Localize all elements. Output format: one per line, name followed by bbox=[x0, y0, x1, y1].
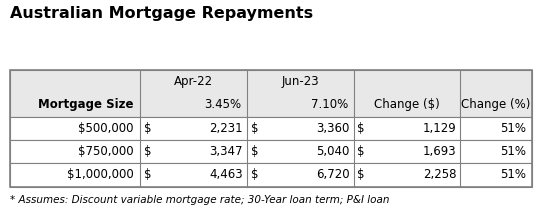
Text: $750,000: $750,000 bbox=[78, 145, 133, 158]
Text: Mortgage Size: Mortgage Size bbox=[38, 98, 133, 112]
Text: $500,000: $500,000 bbox=[78, 122, 133, 135]
Text: 3,347: 3,347 bbox=[209, 145, 243, 158]
Text: 51%: 51% bbox=[500, 168, 526, 181]
Text: $: $ bbox=[357, 168, 365, 181]
Text: Change ($): Change ($) bbox=[374, 98, 440, 112]
Text: 51%: 51% bbox=[500, 122, 526, 135]
Text: 7.10%: 7.10% bbox=[311, 98, 348, 112]
Text: $1,000,000: $1,000,000 bbox=[67, 168, 133, 181]
Text: 5,040: 5,040 bbox=[316, 145, 350, 158]
Text: Change (%): Change (%) bbox=[461, 98, 530, 112]
Text: Apr-22: Apr-22 bbox=[174, 75, 213, 88]
Text: $: $ bbox=[357, 145, 365, 158]
Text: * Assumes: Discount variable mortgage rate; 30-Year loan term; P&I loan: * Assumes: Discount variable mortgage ra… bbox=[10, 195, 389, 205]
Text: 1,693: 1,693 bbox=[423, 145, 456, 158]
Text: 4,463: 4,463 bbox=[209, 168, 243, 181]
Text: 2,258: 2,258 bbox=[423, 168, 456, 181]
Text: Jun-23: Jun-23 bbox=[281, 75, 319, 88]
Text: 51%: 51% bbox=[500, 145, 526, 158]
Text: 6,720: 6,720 bbox=[316, 168, 350, 181]
Text: Australian Mortgage Repayments: Australian Mortgage Repayments bbox=[10, 6, 313, 21]
Text: $: $ bbox=[251, 122, 258, 135]
Text: 3,360: 3,360 bbox=[316, 122, 350, 135]
Text: $: $ bbox=[144, 145, 151, 158]
Text: $: $ bbox=[144, 122, 151, 135]
Text: 3.45%: 3.45% bbox=[204, 98, 242, 112]
Text: $: $ bbox=[251, 168, 258, 181]
Text: $: $ bbox=[144, 168, 151, 181]
Text: 2,231: 2,231 bbox=[209, 122, 243, 135]
Text: $: $ bbox=[357, 122, 365, 135]
Text: 1,129: 1,129 bbox=[422, 122, 456, 135]
Text: $: $ bbox=[251, 145, 258, 158]
